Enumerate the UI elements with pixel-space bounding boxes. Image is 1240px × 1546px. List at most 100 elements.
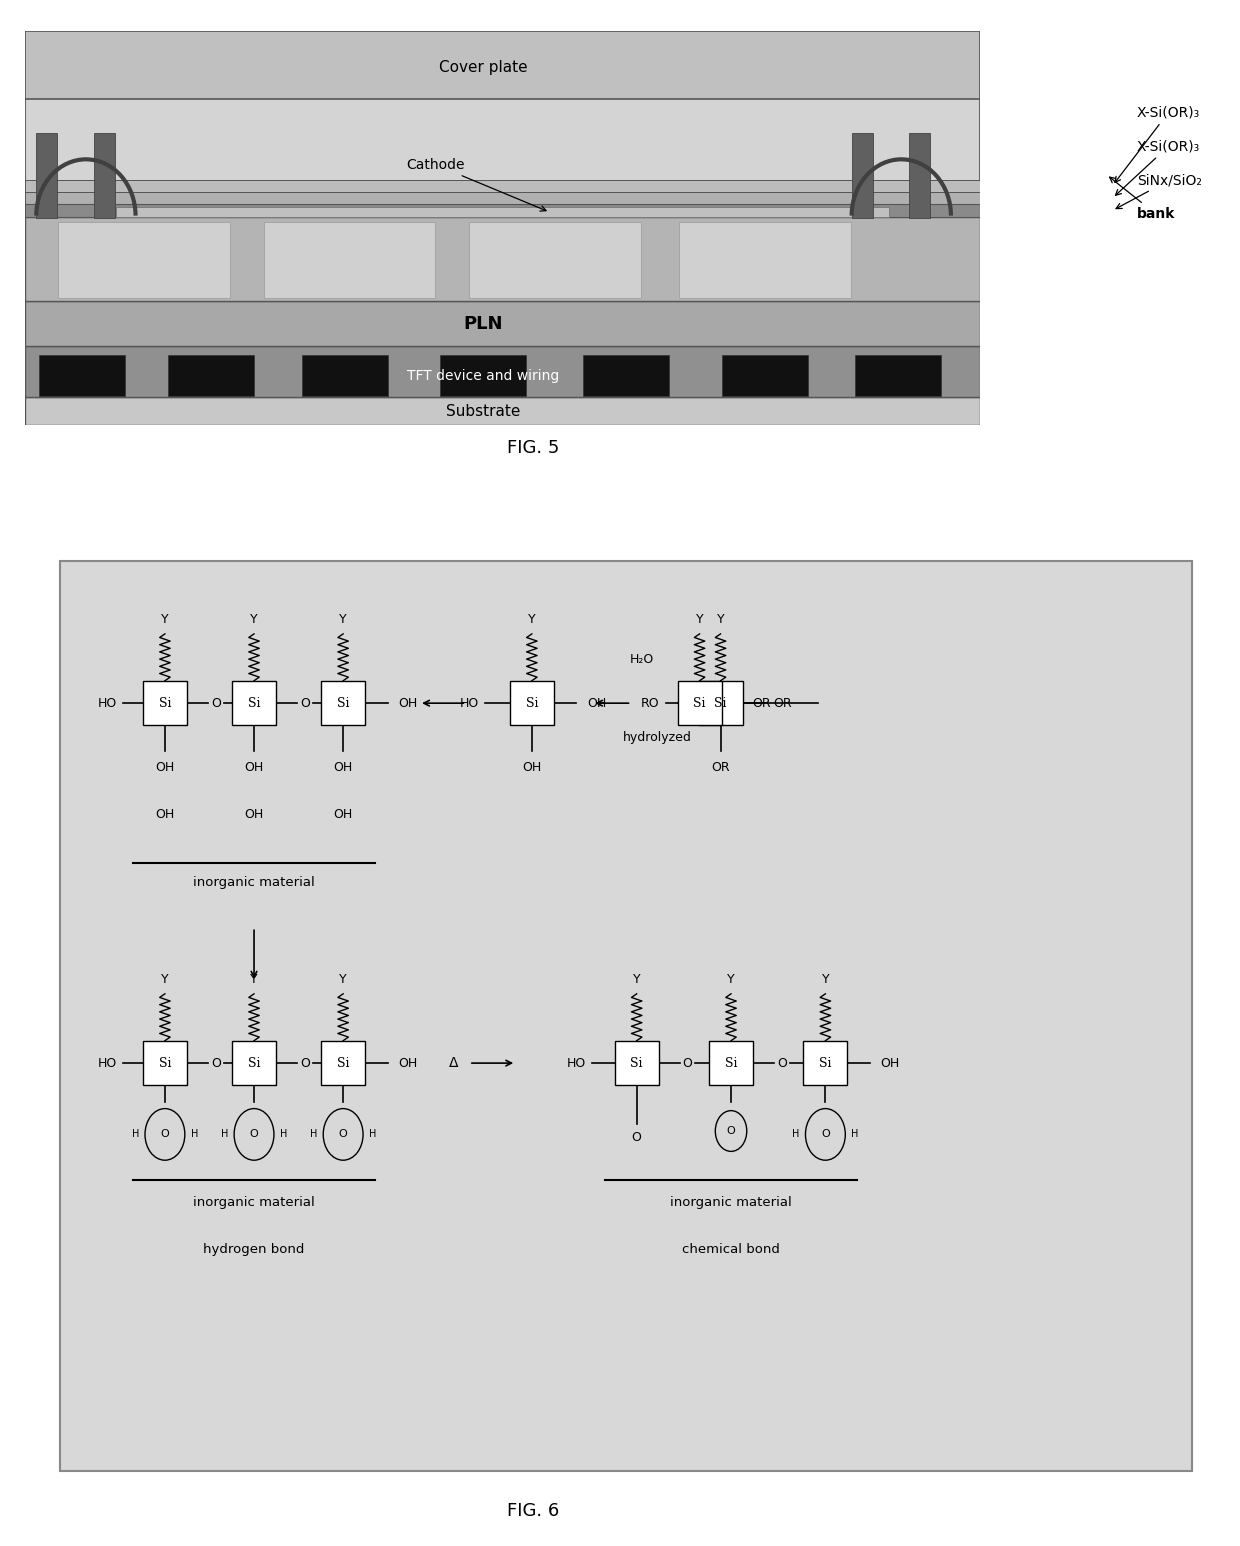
Bar <box>677 682 722 725</box>
Bar <box>722 356 807 396</box>
Text: Si: Si <box>693 697 706 710</box>
Text: O: O <box>160 1130 170 1139</box>
Text: OH: OH <box>244 761 264 775</box>
Text: FIG. 5: FIG. 5 <box>507 439 559 458</box>
Text: O: O <box>821 1130 830 1139</box>
Text: inorganic material: inorganic material <box>193 877 315 889</box>
Text: O: O <box>211 697 221 710</box>
Text: OR: OR <box>773 697 791 710</box>
Text: Si: Si <box>248 697 260 710</box>
Text: HO: HO <box>98 1056 117 1070</box>
Text: OH: OH <box>155 809 175 821</box>
Text: Si: Si <box>159 697 171 710</box>
Bar <box>143 682 187 725</box>
Text: PLN: PLN <box>464 315 503 332</box>
Text: hydrolyzed: hydrolyzed <box>624 731 692 744</box>
Text: O: O <box>777 1056 787 1070</box>
Text: Si: Si <box>337 697 350 710</box>
Text: OH: OH <box>522 761 542 775</box>
Bar <box>115 207 889 216</box>
Bar <box>852 133 873 218</box>
Text: TFT device and wiring: TFT device and wiring <box>407 368 559 382</box>
Text: H: H <box>310 1130 317 1139</box>
Text: O: O <box>300 1056 310 1070</box>
Text: HO: HO <box>98 697 117 710</box>
Bar <box>510 682 554 725</box>
Text: O: O <box>339 1130 347 1139</box>
Bar <box>232 682 277 725</box>
Text: Si: Si <box>820 1056 832 1070</box>
Bar <box>856 356 941 396</box>
Text: Si: Si <box>526 697 538 710</box>
Text: H: H <box>131 1130 139 1139</box>
Bar <box>678 223 851 298</box>
Text: O: O <box>211 1056 221 1070</box>
Text: bank: bank <box>1110 178 1176 221</box>
Text: H: H <box>280 1130 288 1139</box>
Text: inorganic material: inorganic material <box>193 1195 315 1209</box>
Bar <box>25 192 980 204</box>
Bar <box>36 133 57 218</box>
Bar <box>58 223 231 298</box>
Text: OH: OH <box>398 697 418 710</box>
Text: Δ: Δ <box>449 1056 458 1070</box>
Text: Y: Y <box>727 972 735 986</box>
Bar <box>25 204 980 216</box>
Bar <box>93 133 114 218</box>
Text: Substrate: Substrate <box>446 404 521 419</box>
Bar <box>232 1042 277 1085</box>
Text: OH: OH <box>880 1056 900 1070</box>
Text: Cathode: Cathode <box>407 158 546 212</box>
Text: Y: Y <box>632 972 641 986</box>
Text: X-Si(OR)₃: X-Si(OR)₃ <box>1115 105 1200 182</box>
Bar <box>264 223 435 298</box>
Bar <box>804 1042 847 1085</box>
Text: Si: Si <box>248 1056 260 1070</box>
Text: Cover plate: Cover plate <box>439 60 527 76</box>
Text: Y: Y <box>340 972 347 986</box>
Bar <box>25 216 980 301</box>
Text: Y: Y <box>528 612 536 626</box>
Bar <box>25 397 980 425</box>
Text: Y: Y <box>717 612 724 626</box>
Text: OH: OH <box>244 809 264 821</box>
Text: HO: HO <box>459 697 479 710</box>
Text: OR: OR <box>751 697 770 710</box>
Text: O: O <box>249 1130 258 1139</box>
Text: Y: Y <box>822 972 830 986</box>
Text: H: H <box>368 1130 376 1139</box>
Text: FIG. 6: FIG. 6 <box>507 1503 559 1520</box>
Bar <box>698 682 743 725</box>
Text: Y: Y <box>696 612 703 626</box>
Text: Si: Si <box>714 697 727 710</box>
Text: RO: RO <box>641 697 660 710</box>
Bar <box>40 356 125 396</box>
Text: chemical bond: chemical bond <box>682 1243 780 1255</box>
Bar <box>25 346 980 397</box>
Bar <box>909 133 930 218</box>
Bar <box>440 356 526 396</box>
Bar <box>169 356 254 396</box>
Text: OR: OR <box>712 761 730 775</box>
Text: O: O <box>682 1056 692 1070</box>
Text: H: H <box>191 1130 198 1139</box>
Text: Si: Si <box>337 1056 350 1070</box>
Bar <box>615 1042 658 1085</box>
Text: H: H <box>851 1130 858 1139</box>
Bar <box>25 31 980 99</box>
Bar <box>143 1042 187 1085</box>
Bar <box>25 301 980 346</box>
Text: OH: OH <box>398 1056 418 1070</box>
Text: Y: Y <box>161 612 169 626</box>
Text: HO: HO <box>567 1056 587 1070</box>
Text: Si: Si <box>725 1056 738 1070</box>
Text: O: O <box>300 697 310 710</box>
Text: O: O <box>631 1132 641 1144</box>
Text: OH: OH <box>587 697 606 710</box>
Text: Y: Y <box>250 612 258 626</box>
Bar <box>321 682 365 725</box>
Text: H₂O: H₂O <box>630 652 653 665</box>
Text: Si: Si <box>630 1056 642 1070</box>
Text: OH: OH <box>334 809 352 821</box>
Bar <box>301 356 388 396</box>
